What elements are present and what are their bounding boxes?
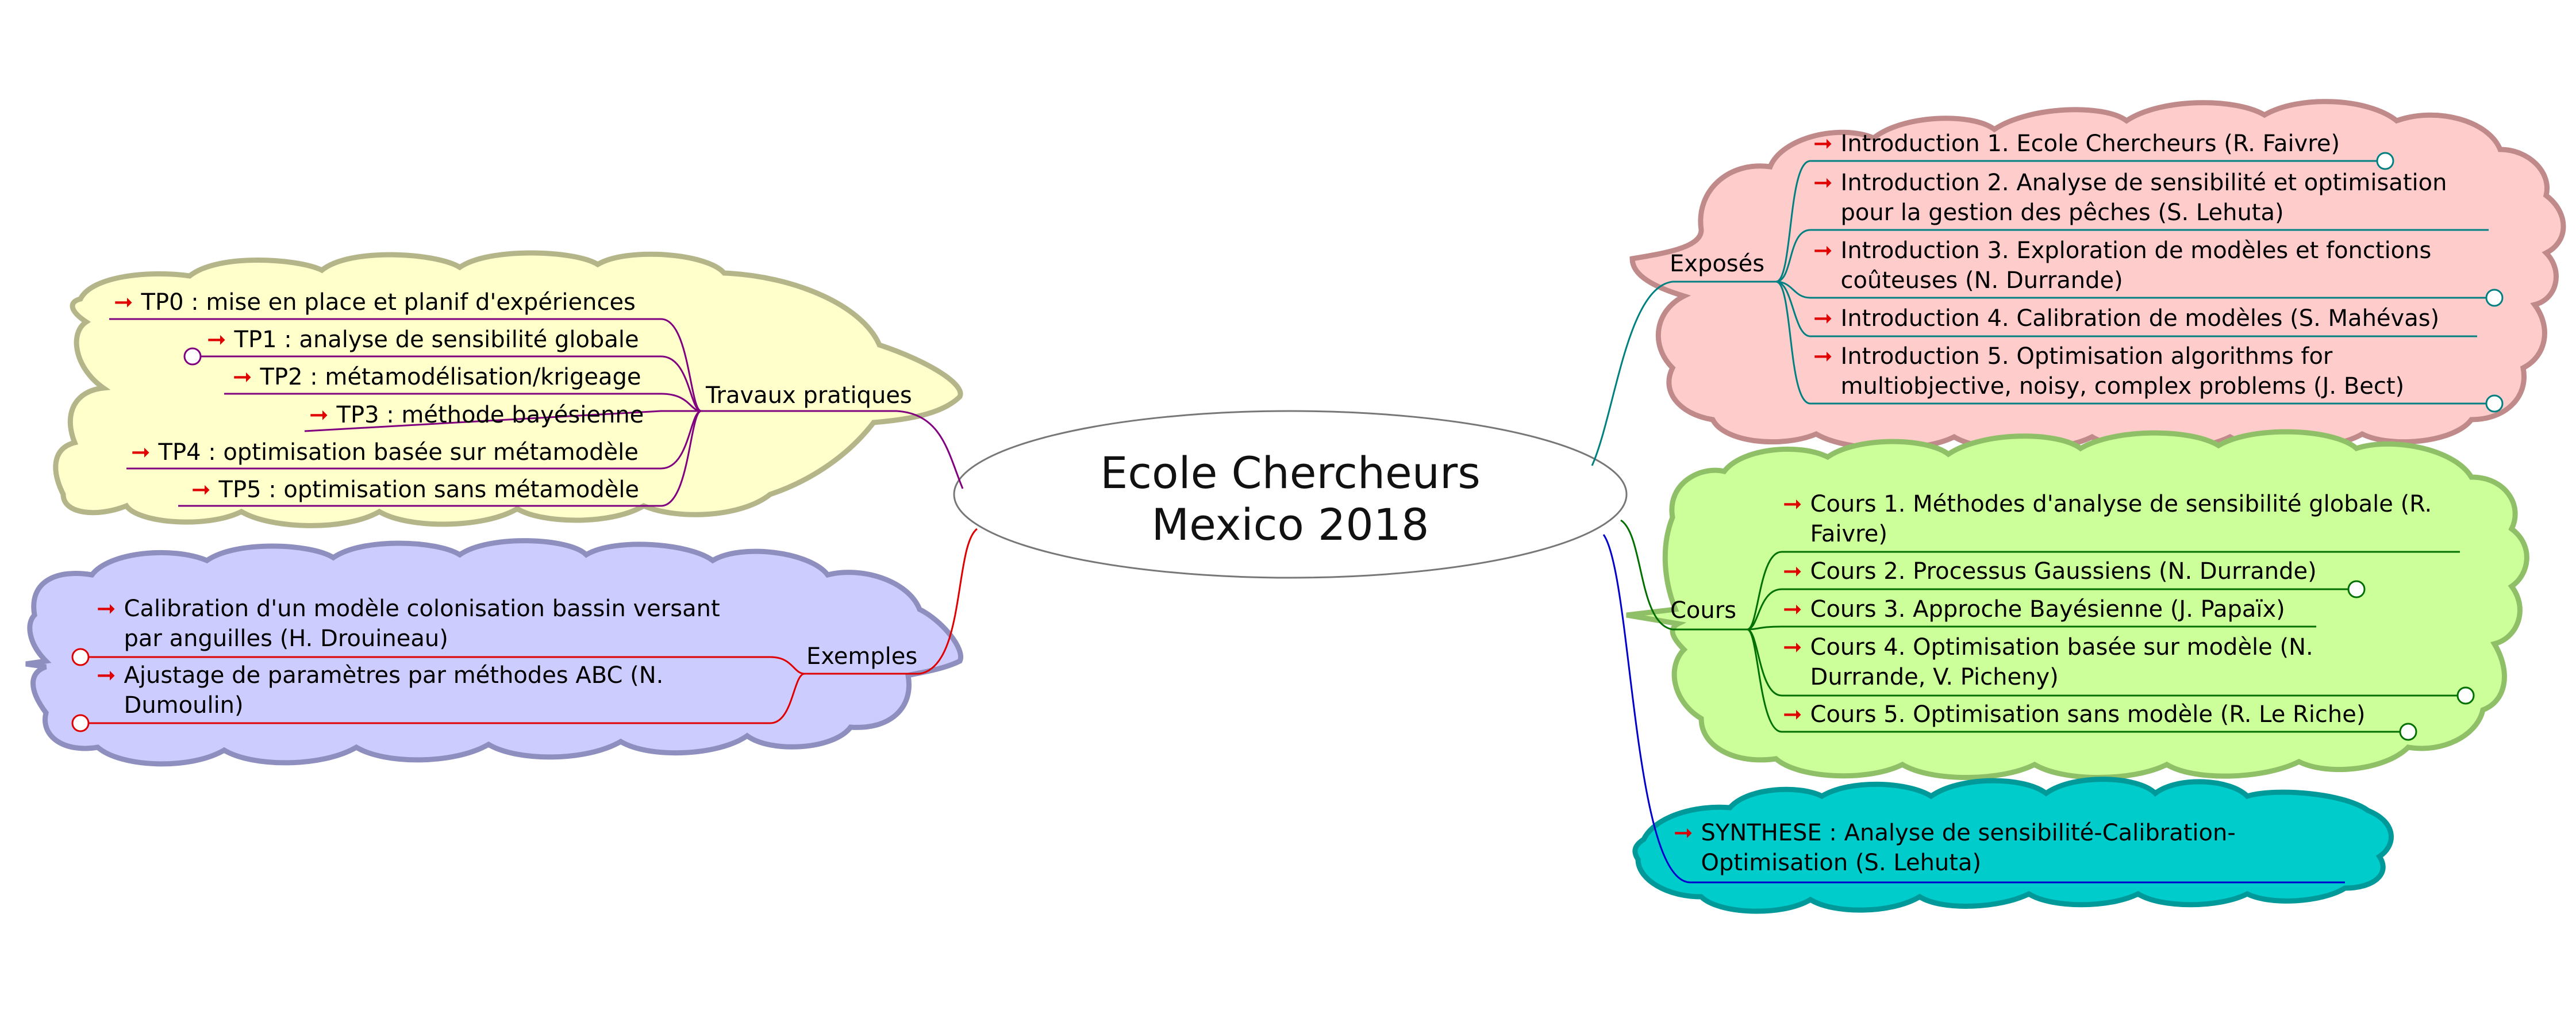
tp-cloud — [53, 250, 963, 528]
connector-synthese — [1602, 534, 1690, 884]
connector-exemples — [919, 528, 978, 675]
cours-item-label: Cours 3. Approche Bayésienne (J. Papaïx) — [1810, 596, 2285, 623]
branch-title-exemples[interactable]: Exemples — [806, 643, 918, 670]
tp-item[interactable]: ➞ TP1 : analyse de sensibilité globale — [207, 325, 639, 355]
arrow-right-icon: ➞ — [207, 327, 226, 353]
branch-title-tp[interactable]: Travaux pratiques — [706, 382, 912, 409]
intro5-expand-handle[interactable] — [2485, 394, 2504, 413]
tp-item-label: TP2 : métamodélisation/krigeage — [260, 364, 641, 390]
arrow-right-icon: ➞ — [1813, 343, 1833, 370]
expose-item-label: Introduction 5. Optimisation algorithms … — [1840, 343, 2405, 400]
exemple1-expand-handle[interactable] — [71, 648, 90, 666]
central-node-title[interactable]: Ecole Chercheurs Mexico 2018 — [1032, 447, 1549, 551]
branch-title-exposes[interactable]: Exposés — [1670, 251, 1765, 277]
synthese-item[interactable]: ➞ SYNTHESE : Analyse de sensibilité-Calib… — [1674, 818, 2254, 878]
central-title-line1: Ecole Chercheurs — [1100, 447, 1481, 498]
arrow-right-icon: ➞ — [1813, 170, 1833, 196]
tp1-expand-handle[interactable] — [183, 347, 202, 366]
arrow-right-icon: ➞ — [131, 439, 151, 466]
expose-item[interactable]: ➞ Introduction 4. Calibration de modèles … — [1813, 304, 2439, 333]
synthese-item-label: SYNTHESE : Analyse de sensibilité-Calibr… — [1701, 820, 2236, 876]
synthese-cloud — [1632, 777, 2394, 914]
central-title-line2: Mexico 2018 — [1151, 499, 1429, 550]
exemple-item[interactable]: ➞ Calibration d'un modèle colonisation ba… — [97, 594, 758, 654]
cours-item-label: Cours 5. Optimisation sans modèle (R. Le… — [1810, 701, 2366, 728]
expose-item-label: Introduction 2. Analyse de sensibilité e… — [1840, 170, 2447, 226]
expose-item-label: Introduction 1. Ecole Chercheurs (R. Fai… — [1840, 130, 2340, 157]
cours4-expand-handle[interactable] — [2456, 686, 2475, 705]
expose-item[interactable]: ➞ Introduction 5. Optimisation algorithms… — [1813, 341, 2474, 401]
arrow-right-icon: ➞ — [1783, 491, 1802, 517]
exposes-lines — [1673, 160, 2494, 405]
expose-item-label: Introduction 3. Exploration de modèles e… — [1840, 237, 2432, 294]
arrow-right-icon: ➞ — [114, 289, 133, 316]
arrow-right-icon: ➞ — [1813, 305, 1833, 332]
arrow-right-icon: ➞ — [233, 364, 252, 390]
expose-item[interactable]: ➞ Introduction 1. Ecole Chercheurs (R. Fa… — [1813, 129, 2340, 159]
arrow-right-icon: ➞ — [1813, 237, 1833, 264]
arrow-right-icon: ➞ — [309, 402, 329, 428]
exemple2-expand-handle[interactable] — [71, 714, 90, 732]
arrow-right-icon: ➞ — [1783, 558, 1802, 585]
expose-item[interactable]: ➞ Introduction 3. Exploration de modèles … — [1813, 236, 2463, 295]
connector-exposes — [1591, 281, 1673, 466]
cours-item[interactable]: ➞ Cours 2. Processus Gaussiens (N. Durran… — [1783, 556, 2317, 586]
tp-item-label: TP5 : optimisation sans métamodèle — [218, 477, 640, 503]
tp-item[interactable]: ➞ TP5 : optimisation sans métamodèle — [191, 475, 639, 505]
expose-item-label: Introduction 4. Calibration de modèles (… — [1840, 305, 2440, 332]
arrow-right-icon: ➞ — [1783, 701, 1802, 728]
arrow-right-icon: ➞ — [1783, 634, 1802, 660]
intro1-expand-handle[interactable] — [2376, 152, 2394, 170]
central-node-ellipse[interactable] — [953, 410, 1628, 579]
cours-item[interactable]: ➞ Cours 1. Méthodes d'analyse de sensibil… — [1783, 489, 2444, 549]
exemple-item-label: Ajustage de paramètres par méthodes ABC … — [124, 662, 664, 719]
connector-cours — [1620, 519, 1673, 631]
tp-item-label: TP4 : optimisation basée sur métamodèle — [158, 439, 639, 466]
arrow-right-icon: ➞ — [191, 477, 211, 503]
arrow-right-icon: ➞ — [97, 596, 116, 622]
arrow-right-icon: ➞ — [97, 662, 116, 689]
tp-item[interactable]: ➞ TP0 : mise en place et planif d'expérie… — [114, 287, 636, 317]
cours-item-label: Cours 4. Optimisation basée sur modèle (… — [1810, 634, 2313, 690]
tp-item[interactable]: ➞ TP4 : optimisation basée sur métamodèle — [131, 437, 639, 467]
tp-item-label: TP3 : méthode bayésienne — [336, 402, 644, 428]
arrow-right-icon: ➞ — [1674, 820, 1693, 846]
cours-item-label: Cours 1. Méthodes d'analyse de sensibili… — [1810, 491, 2432, 547]
connector-tp — [896, 410, 964, 489]
intro3-expand-handle[interactable] — [2485, 289, 2504, 307]
cours-item[interactable]: ➞ Cours 5. Optimisation sans modèle (R. L… — [1783, 700, 2366, 729]
tp-item[interactable]: ➞ TP3 : méthode bayésienne — [309, 400, 644, 430]
cours-item-label: Cours 2. Processus Gaussiens (N. Durrand… — [1810, 558, 2317, 585]
exemple-item-label: Calibration d'un modèle colonisation bas… — [124, 596, 720, 652]
branch-title-cours[interactable]: Cours — [1670, 597, 1737, 624]
exposes-cloud — [1629, 99, 2566, 452]
cours2-expand-handle[interactable] — [2347, 580, 2366, 598]
exemple-item[interactable]: ➞ Ajustage de paramètres par méthodes ABC… — [97, 660, 717, 720]
exemples-cloud — [25, 538, 963, 767]
tp-item[interactable]: ➞ TP2 : métamodélisation/krigeage — [233, 362, 641, 392]
tp-item-label: TP1 : analyse de sensibilité globale — [234, 327, 639, 353]
expose-item[interactable]: ➞ Introduction 2. Analyse de sensibilité … — [1813, 168, 2492, 228]
exemples-lines — [80, 656, 920, 724]
cours-item[interactable]: ➞ Cours 3. Approche Bayésienne (J. Papaïx… — [1783, 594, 2285, 624]
arrow-right-icon: ➞ — [1783, 596, 1802, 623]
cours5-expand-handle[interactable] — [2399, 723, 2417, 741]
tp-lines — [109, 318, 897, 507]
tp-item-label: TP0 : mise en place et planif d'expérien… — [141, 289, 636, 316]
cours-lines — [1673, 551, 2466, 733]
cours-cloud — [1626, 429, 2529, 780]
cours-item[interactable]: ➞ Cours 4. Optimisation basée sur modèle … — [1783, 632, 2392, 692]
arrow-right-icon: ➞ — [1813, 130, 1833, 157]
